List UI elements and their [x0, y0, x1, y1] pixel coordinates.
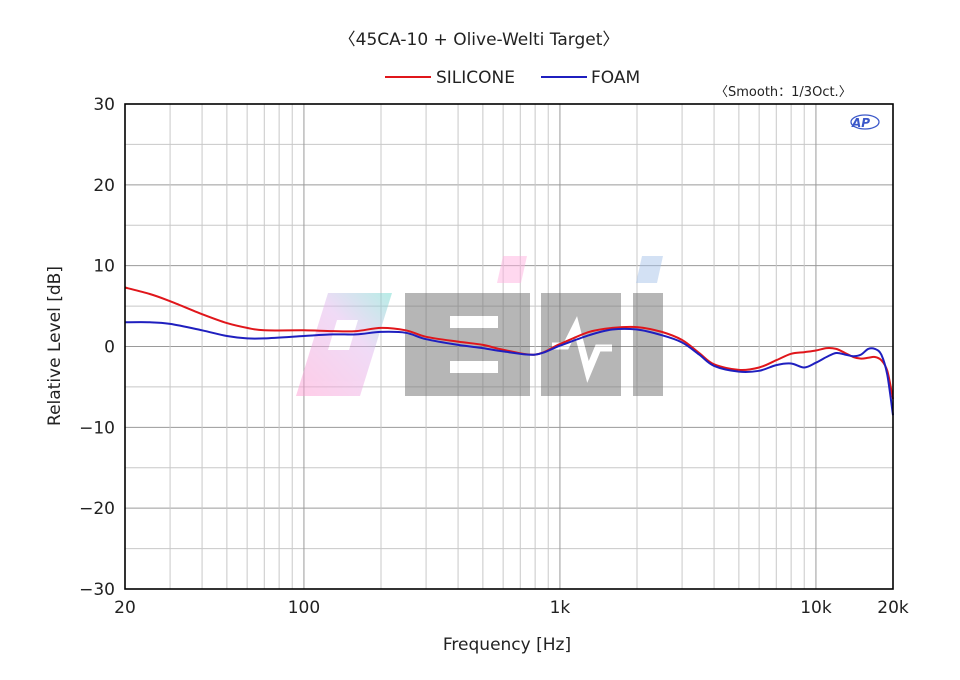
series-line-foam — [124, 321, 894, 416]
legend-label-foam: FOAM — [591, 68, 640, 88]
series-layer — [124, 286, 894, 416]
y-tick-label: 20 — [93, 176, 115, 196]
ap-logo: AP — [850, 114, 880, 130]
plot-area — [124, 103, 894, 590]
watermark-logo — [296, 256, 663, 396]
x-tick-label: 100 — [288, 598, 320, 618]
x-tick-label: 20 — [114, 598, 136, 618]
y-tick-label: 0 — [104, 338, 115, 358]
legend: SILICONE FOAM — [385, 68, 640, 88]
ap-logo-text: AP — [851, 116, 870, 130]
smoothing-annotation: 〈Smooth：1/3Oct.〉 — [715, 85, 852, 100]
y-tick-label: 30 — [93, 95, 115, 115]
y-tick-label: −10 — [79, 418, 115, 438]
x-tick-label: 1k — [550, 598, 571, 618]
y-tick-label: −30 — [79, 580, 115, 600]
y-tick-label: 10 — [93, 257, 115, 277]
x-axis-label: Frequency [Hz] — [443, 635, 571, 655]
y-axis-label: Relative Level [dB] — [45, 266, 65, 426]
x-tick-label: 20k — [877, 598, 909, 618]
chart-title: 〈45CA-10 + Olive-Welti Target〉 — [339, 30, 620, 50]
y-tick-label: −20 — [79, 499, 115, 519]
x-tick-label: 10k — [800, 598, 832, 618]
legend-label-silicone: SILICONE — [436, 68, 515, 88]
